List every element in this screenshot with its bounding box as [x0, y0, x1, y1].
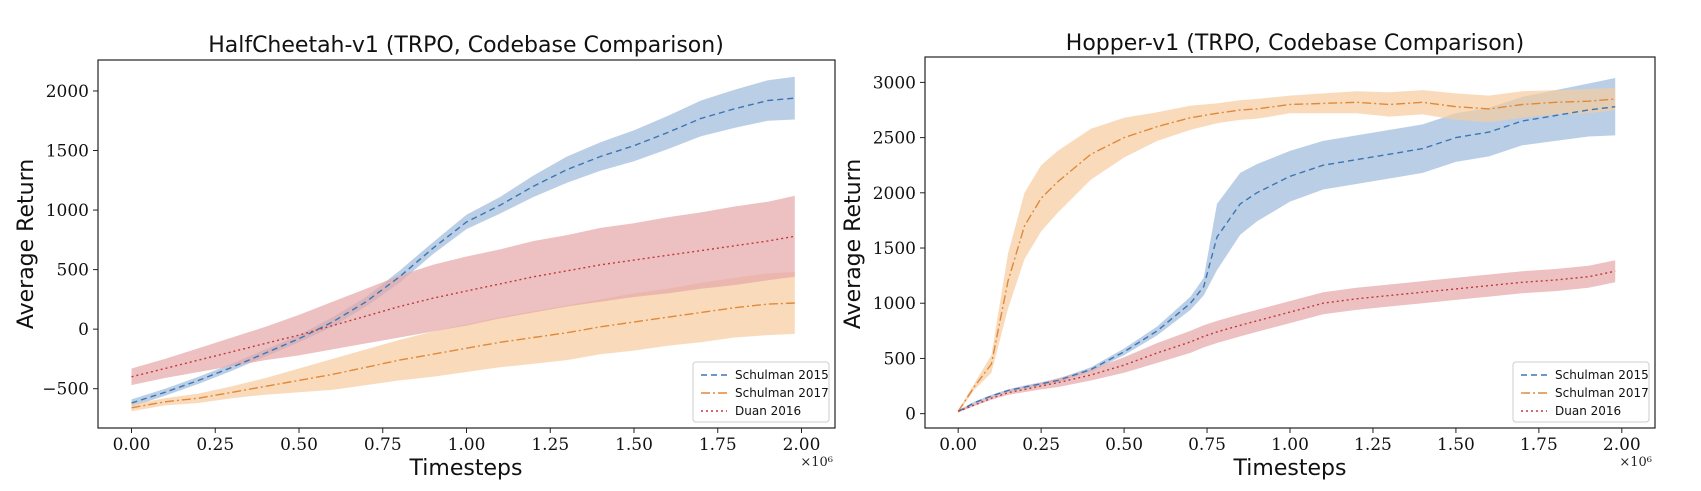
series-line-1 [957, 98, 1616, 412]
x-tick-label: 0.50 [280, 435, 318, 455]
series-line-2 [131, 235, 795, 378]
legend-label-0: Schulman 2015 [735, 368, 829, 382]
legend-label-2: Duan 2016 [735, 404, 801, 418]
y-tick-label: 2000 [46, 82, 89, 102]
series-band-2 [958, 260, 1616, 413]
x-tick-label: 0.75 [364, 435, 402, 455]
y-ticks: −500 0 500 1000 1500 2000 [42, 82, 98, 400]
x-tick-label: 0.00 [113, 435, 151, 455]
y-tick-label: 0 [78, 320, 89, 340]
series-line-0 [131, 97, 795, 404]
legend: Schulman 2015 Schulman 2017 Duan 2016 [692, 361, 830, 423]
chart-title: Hopper-v1 (TRPO, Codebase Comparison) [1066, 31, 1524, 56]
x-tick-label: 0.75 [1188, 435, 1226, 455]
x-tick-label: 1.50 [1437, 435, 1475, 455]
y-tick-label: 0 [905, 405, 916, 425]
y-tick-label: 1500 [873, 239, 916, 259]
y-tick-label: 500 [57, 261, 89, 281]
y-tick-label: 3000 [873, 73, 916, 93]
series-band-0 [958, 78, 1616, 413]
x-multiplier: ×10⁶ [1619, 455, 1652, 470]
y-tick-label: −500 [42, 380, 89, 400]
y-tick-label: 1000 [46, 201, 89, 221]
y-tick-label: 1500 [46, 142, 89, 162]
x-tick-label: 1.75 [699, 435, 737, 455]
x-tick-label: 0.50 [1105, 435, 1143, 455]
legend-label-0: Schulman 2015 [1555, 368, 1649, 382]
y-tick-label: 1000 [873, 294, 916, 314]
chart-title: HalfCheetah-v1 (TRPO, Codebase Compariso… [208, 33, 724, 58]
y-tick-label: 2000 [873, 184, 916, 204]
x-tick-label: 1.50 [615, 435, 653, 455]
series-line-0 [957, 106, 1616, 413]
y-axis-label: Average Return [14, 159, 39, 329]
plot-area [131, 76, 795, 412]
y-tick-label: 2500 [873, 129, 916, 149]
x-tick-label: 1.25 [531, 435, 569, 455]
x-axis-label: Timesteps [1233, 456, 1347, 481]
legend: Schulman 2015 Schulman 2017 Duan 2016 [1512, 361, 1650, 423]
legend-box [1512, 361, 1650, 423]
x-tick-label: 0.25 [196, 435, 234, 455]
x-axis-label: Timesteps [409, 456, 523, 481]
x-tick-label: 0.00 [939, 435, 977, 455]
legend-label-2: Duan 2016 [1555, 404, 1621, 418]
series-band-1 [131, 272, 795, 412]
legend-label-1: Schulman 2017 [735, 386, 829, 400]
series-band-0 [131, 76, 795, 407]
x-tick-label: 2.00 [783, 435, 821, 455]
y-ticks: 0 500 1000 1500 2000 2500 3000 [873, 73, 925, 425]
y-tick-label: 500 [884, 349, 916, 369]
y-axis-label: Average Return [841, 159, 866, 329]
plot-area [957, 78, 1616, 413]
x-tick-label: 0.25 [1022, 435, 1060, 455]
x-tick-label: 1.00 [448, 435, 486, 455]
legend-box [692, 361, 830, 423]
legend-label-1: Schulman 2017 [1555, 386, 1649, 400]
series-line-1 [131, 302, 795, 409]
x-multiplier: ×10⁶ [800, 455, 833, 470]
x-ticks: 0.00 0.25 0.50 0.75 1.00 1.25 1.50 1.75 2.00 [113, 428, 821, 455]
x-tick-label: 2.00 [1603, 435, 1641, 455]
x-tick-label: 1.25 [1354, 435, 1392, 455]
x-tick-label: 1.75 [1520, 435, 1558, 455]
x-ticks: 0.00 0.25 0.50 0.75 1.00 1.25 1.50 1.75 2.00 [939, 428, 1641, 455]
hopper-panel: Hopper-v1 (TRPO, Codebase Comparison) 0.… [841, 31, 1656, 481]
halfcheetah-panel: HalfCheetah-v1 (TRPO, Codebase Compariso… [14, 33, 836, 481]
series-band-2 [131, 195, 795, 386]
x-tick-label: 1.00 [1271, 435, 1309, 455]
